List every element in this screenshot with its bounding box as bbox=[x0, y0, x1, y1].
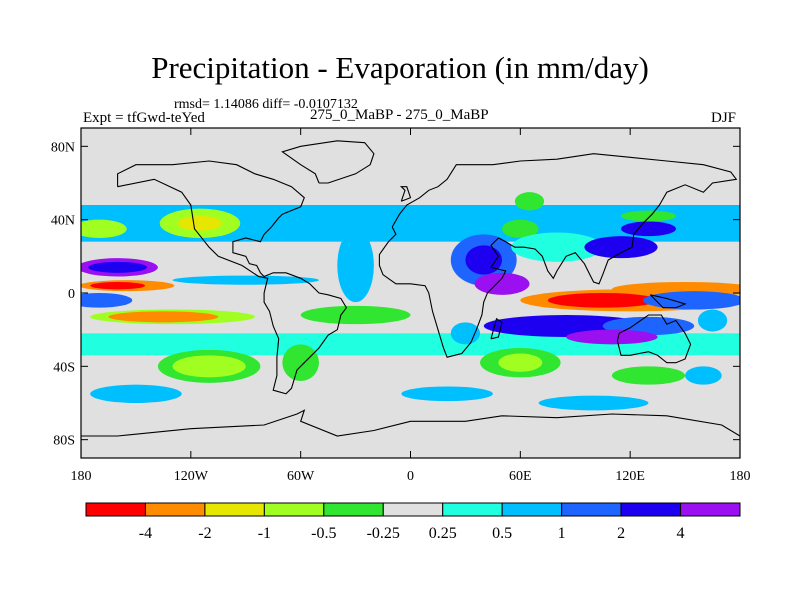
contour-region-20 bbox=[474, 272, 530, 295]
coastline-2 bbox=[616, 314, 692, 364]
contour-region-39 bbox=[697, 309, 728, 332]
coastlines bbox=[81, 140, 740, 458]
x-tick-label-1: 120W bbox=[174, 469, 209, 484]
colorbar-box-7 bbox=[501, 502, 563, 517]
colorbar-label-7: 1 bbox=[558, 525, 566, 542]
coastline-0 bbox=[117, 160, 348, 395]
x-tick-label-0: 180 bbox=[71, 469, 92, 484]
y-tick-label-0: 80N bbox=[51, 140, 75, 155]
colorbar-label-6: 0.5 bbox=[492, 525, 512, 542]
contour-region-42 bbox=[538, 395, 649, 411]
colorbar-box-2 bbox=[204, 502, 265, 517]
contour-region-25 bbox=[621, 221, 676, 237]
case-label: 275_0_MaBP - 275_0_MaBP bbox=[310, 107, 489, 123]
x-tick-label-6: 180 bbox=[730, 469, 751, 484]
colorbar-label-2: -1 bbox=[258, 525, 271, 542]
contour-region-36 bbox=[450, 322, 481, 345]
colorbar-box-6 bbox=[442, 502, 503, 517]
contour-region-40 bbox=[90, 384, 182, 404]
y-tick-label-1: 40N bbox=[51, 214, 75, 229]
colorbar-box-8 bbox=[561, 502, 622, 517]
coastline-6 bbox=[649, 294, 687, 309]
contour-region-22 bbox=[514, 192, 545, 211]
contour-region-8 bbox=[90, 282, 146, 290]
colorbar-label-8: 2 bbox=[617, 525, 625, 542]
x-tick-label-5: 120E bbox=[615, 469, 645, 484]
stats-line: rmsd= 1.14086 diff= -0.0107132 bbox=[174, 97, 358, 112]
colorbar-box-10 bbox=[680, 502, 741, 517]
contour-region-6 bbox=[88, 261, 147, 273]
colorbar-box-0 bbox=[85, 502, 146, 517]
y-tick-label-2: 0 bbox=[68, 287, 75, 302]
colorbar-label-1: -2 bbox=[198, 525, 211, 542]
coastline-4 bbox=[81, 409, 740, 458]
colorbar-box-3 bbox=[263, 502, 325, 517]
map-field bbox=[81, 128, 740, 458]
contour-region-24 bbox=[584, 236, 658, 259]
contour-region-4 bbox=[81, 219, 127, 238]
colorbar-box-1 bbox=[144, 502, 206, 517]
contour-region-16 bbox=[300, 305, 411, 325]
contour-region-17 bbox=[282, 344, 319, 381]
contour-region-26 bbox=[621, 210, 676, 222]
colorbar-label-5: 0.25 bbox=[429, 525, 457, 542]
coastline-3 bbox=[281, 140, 375, 184]
axes: 180 120W 60W 0 60E 120E 180 80N 40N 0 40S 80S bbox=[51, 128, 751, 484]
season-label: DJF bbox=[711, 110, 737, 126]
contour-region-30 bbox=[642, 291, 740, 310]
contour-region-29 bbox=[547, 293, 658, 308]
colorbar-label-3: -0.5 bbox=[311, 525, 336, 542]
contour-region-33 bbox=[566, 329, 658, 345]
colorbar-label-4: -0.25 bbox=[367, 525, 400, 542]
contour-region-9 bbox=[172, 275, 319, 285]
colorbar-label-0: -4 bbox=[139, 525, 152, 542]
coastline-1 bbox=[378, 153, 738, 358]
colorbar-box-4 bbox=[323, 502, 384, 517]
contour-region-38 bbox=[685, 366, 722, 385]
colorbar-box-5 bbox=[382, 502, 444, 517]
contour-region-14 bbox=[172, 355, 246, 378]
y-tick-label-4: 80S bbox=[53, 434, 75, 449]
x-tick-label-2: 60W bbox=[287, 469, 315, 484]
coastline-5 bbox=[490, 317, 503, 340]
contour-region-35 bbox=[498, 353, 543, 372]
colorbar-box-9 bbox=[620, 502, 682, 517]
x-tick-label-4: 60E bbox=[509, 469, 532, 484]
coastline-7 bbox=[399, 186, 412, 202]
chart-title: Precipitation - Evaporation (in mm/day) bbox=[151, 50, 649, 85]
experiment-label: Expt = tfGwd-teYed bbox=[83, 110, 205, 126]
x-tick-label-3: 0 bbox=[407, 469, 414, 484]
contour-region-23 bbox=[511, 232, 603, 262]
contour-region-11 bbox=[108, 311, 219, 323]
y-tick-label-3: 40S bbox=[53, 360, 75, 375]
colorbar: -4 -2 -1 -0.5 -0.25 0.25 0.5 1 2 4 bbox=[85, 502, 741, 542]
contour-region-21 bbox=[502, 219, 539, 238]
contour-region-3 bbox=[178, 216, 222, 231]
contour-region-12 bbox=[81, 293, 133, 308]
contour-region-41 bbox=[401, 386, 493, 402]
contour-region-37 bbox=[611, 366, 686, 385]
contour-region-15 bbox=[337, 228, 374, 303]
colorbar-label-9: 4 bbox=[677, 525, 685, 542]
